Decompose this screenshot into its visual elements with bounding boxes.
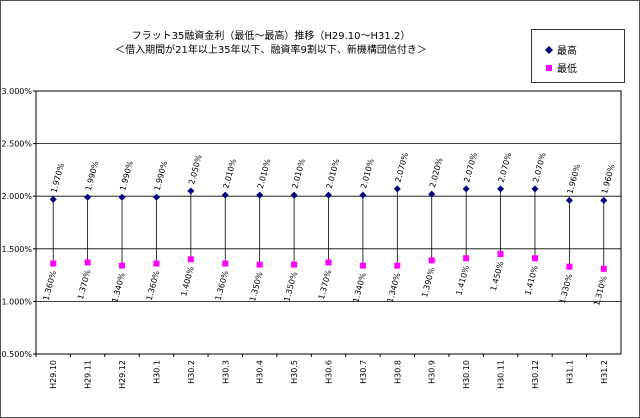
high-point: [152, 193, 160, 201]
low-point: [359, 262, 366, 269]
x-tick-label: H30.5: [290, 360, 299, 384]
diamond-marker-icon: [545, 45, 553, 54]
x-tick-label: H31.1: [565, 360, 574, 384]
high-point: [359, 191, 367, 199]
legend-item-low: 最低: [544, 60, 577, 75]
x-tick-label: H30.8: [393, 360, 402, 384]
high-point: [256, 191, 264, 199]
low-point: [600, 265, 607, 272]
high-point: [531, 185, 539, 193]
low-point: [463, 255, 470, 262]
square-marker-icon: [546, 64, 552, 71]
low-point: [50, 260, 57, 267]
x-tick-label: H30.7: [359, 360, 368, 384]
high-point: [49, 195, 57, 203]
x-tick-label: H30.3: [221, 360, 230, 384]
y-tick-label: 2.000%: [1, 192, 32, 201]
legend: 最高 最低: [531, 29, 625, 83]
y-tick-label: 1.500%: [1, 245, 32, 254]
legend-label-low: 最低: [557, 64, 577, 75]
low-point: [187, 256, 194, 263]
x-tick-label: H30.6: [325, 360, 334, 384]
chart-subtitle: ＜借入期間が21年以上35年以下、融資率9割以下、新機構団信付き＞: [115, 45, 427, 56]
low-point: [325, 259, 332, 266]
low-point: [153, 260, 160, 267]
high-point: [393, 185, 401, 193]
y-tick-label: 0.500%: [1, 350, 32, 359]
x-tick-label: H29.11: [84, 360, 93, 389]
low-point: [222, 260, 229, 267]
high-point: [565, 196, 573, 204]
legend-item-high: 最高: [544, 42, 577, 57]
high-point: [428, 190, 436, 198]
x-tick-label: H30.9: [428, 360, 437, 384]
x-tick-label: H30.2: [187, 360, 196, 384]
low-point: [119, 262, 126, 269]
legend-label-high: 最高: [557, 46, 577, 57]
x-tick-label: H31.2: [600, 360, 609, 384]
low-point: [428, 257, 435, 264]
high-point: [325, 191, 332, 199]
high-point: [84, 193, 92, 201]
high-point: [462, 185, 470, 193]
x-tick-label: H30.10: [462, 360, 471, 389]
low-point: [256, 261, 263, 268]
high-point: [118, 193, 126, 201]
y-tick-label: 1.000%: [1, 297, 32, 306]
x-tick-label: H30.11: [497, 360, 506, 389]
low-point: [394, 262, 401, 269]
x-tick-label: H30.12: [531, 360, 540, 389]
chart-title: フラット35融資金利（最低～最高）推移（H29.10～H31.2）: [131, 31, 411, 42]
y-tick-label: 2.500%: [1, 140, 32, 149]
x-tick-label: H30.1: [152, 360, 161, 384]
x-tick-label: H29.10: [49, 360, 58, 389]
x-tick-label: H29.12: [118, 360, 127, 389]
high-point: [290, 191, 298, 199]
low-point: [566, 263, 573, 270]
low-point: [531, 255, 538, 262]
high-point: [600, 196, 608, 204]
low-point: [497, 251, 504, 258]
high-point: [221, 191, 229, 199]
high-point: [187, 187, 195, 195]
high-point: [497, 185, 505, 193]
x-tick-label: H30.4: [256, 360, 265, 384]
low-point: [291, 261, 298, 268]
y-tick-label: 3.000%: [1, 87, 32, 96]
low-point: [84, 259, 91, 266]
